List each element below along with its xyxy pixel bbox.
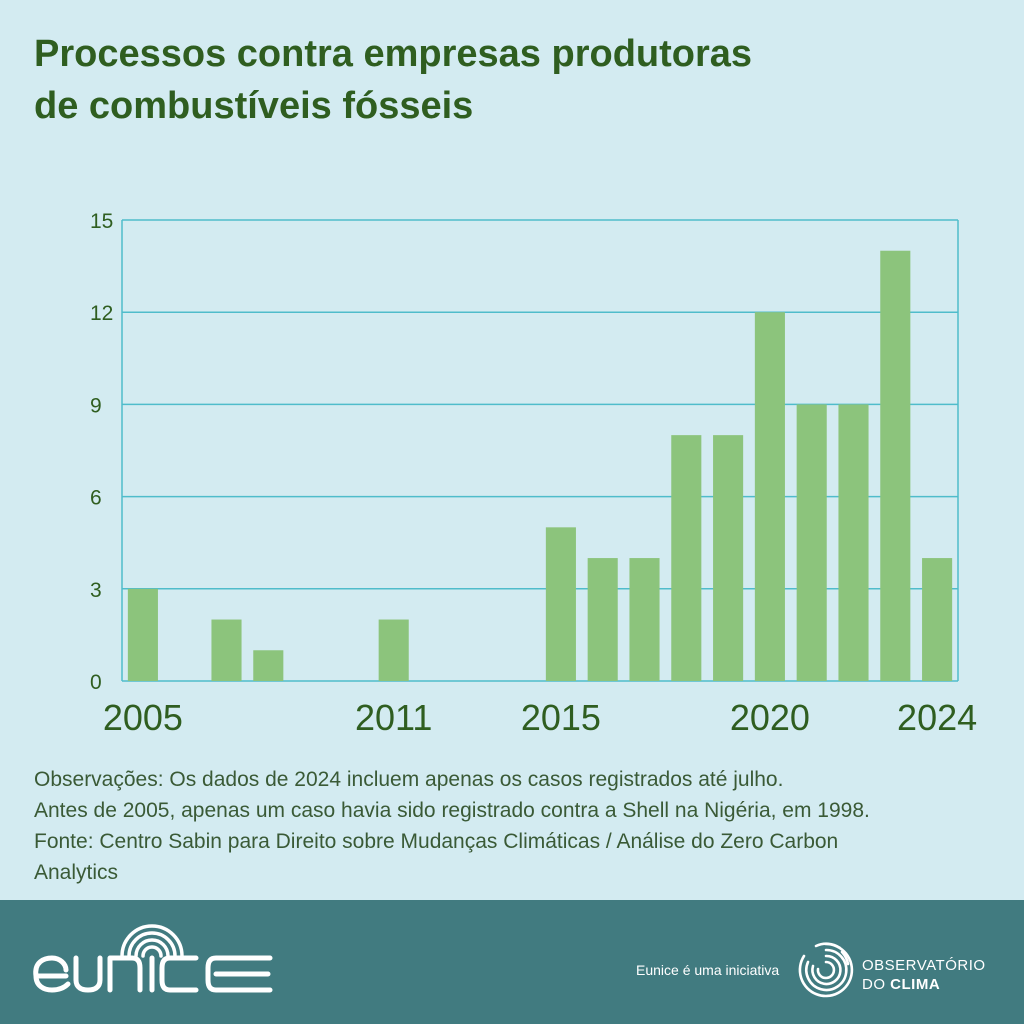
org-line-2-prefix: DO: [862, 976, 891, 993]
spiral-icon: [798, 942, 854, 998]
bar-2022: [838, 404, 869, 681]
observatorio-do-clima-logo-text: OBSERVATÓRIO DO CLIMA: [862, 956, 986, 994]
eunice-logo: [33, 924, 273, 993]
x-tick-label-2011: 2011: [355, 697, 432, 738]
chart-title-line-2: de combustíveis fósseis: [34, 85, 474, 127]
bar-2023: [880, 250, 911, 681]
bar-2021: [796, 404, 827, 681]
bar-2019: [713, 435, 744, 681]
grid-lines: [121, 219, 959, 682]
y-tick-label-0: 0: [90, 671, 102, 694]
y-tick-label-3: 3: [90, 579, 102, 602]
chart-title: Processos contra empresas produtoras de …: [34, 28, 934, 132]
x-tick-label-2015: 2015: [521, 697, 601, 738]
bar-2007: [211, 619, 242, 681]
org-line-1: OBSERVATÓRIO: [862, 957, 986, 974]
bar-2015: [545, 527, 576, 681]
note-line-2: Antes de 2005, apenas um caso havia sido…: [34, 799, 870, 822]
bar-2005: [127, 588, 158, 681]
footer-bar: Eunice é uma iniciativa OBSERVATÓRIO DO …: [0, 900, 1024, 1024]
y-tick-label-6: 6: [90, 487, 102, 510]
y-tick-label-9: 9: [90, 394, 102, 417]
y-tick-label-12: 12: [90, 302, 113, 325]
chart-title-line-1: Processos contra empresas produtoras: [34, 33, 753, 75]
x-axis-ticks: 2005 2011 2015 2020 2024: [103, 697, 977, 738]
initiative-text: Eunice é uma iniciativa: [636, 962, 780, 978]
y-axis-ticks: 0 3 6 9 12 15: [90, 210, 113, 694]
x-tick-label-2024: 2024: [897, 697, 977, 738]
org-line-2-bold: CLIMA: [890, 976, 941, 993]
org-line-2: DO CLIMA: [862, 975, 986, 994]
y-tick-label-15: 15: [90, 210, 113, 233]
source-line-2: Analytics: [34, 861, 119, 884]
bar-chart: 0 3 6 9 12 15 2005 2011 2015 2020 2024: [90, 210, 977, 738]
bar-2017: [629, 558, 660, 681]
bar-2024: [922, 558, 953, 681]
bar-2020: [754, 312, 785, 681]
bar-2018: [671, 435, 702, 681]
bar-2011: [378, 619, 409, 681]
chart-notes: Observações: Os dados de 2024 incluem ap…: [34, 764, 994, 888]
x-tick-label-2020: 2020: [730, 697, 810, 738]
source-line-1: Fonte: Centro Sabin para Direito sobre M…: [34, 830, 839, 853]
bars: [127, 250, 953, 681]
x-tick-label-2005: 2005: [103, 697, 183, 738]
bar-2008: [253, 650, 284, 681]
note-line-1: Observações: Os dados de 2024 incluem ap…: [34, 768, 784, 791]
bar-2016: [587, 558, 618, 681]
